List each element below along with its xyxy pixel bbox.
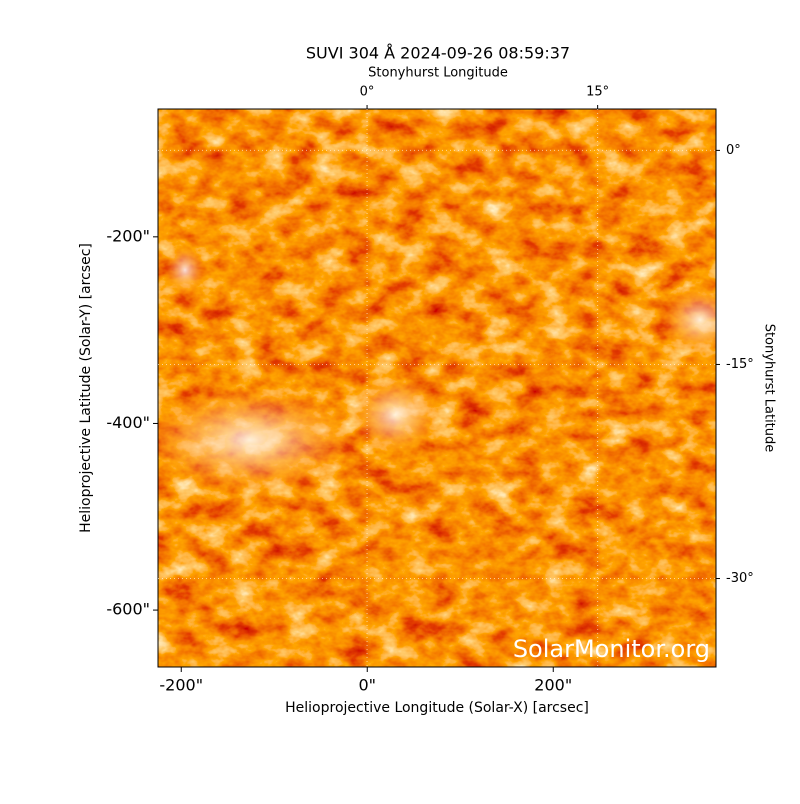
y-tick-label: -400" xyxy=(106,413,150,432)
x2-tick-label: 0° xyxy=(360,85,375,100)
x2-tick-label: 15° xyxy=(586,85,609,100)
y-tick-label: -600" xyxy=(106,600,150,619)
y2-axis-label: Stonyhurst Latitude xyxy=(762,324,777,453)
y2-tick-label: -15° xyxy=(726,357,754,372)
y2-tick-label: -30° xyxy=(726,571,754,586)
y-tick-label: -200" xyxy=(106,226,150,245)
plot-frame xyxy=(157,108,717,668)
x-tick-label: -200" xyxy=(159,676,203,695)
y2-tick-label: 0° xyxy=(726,143,741,158)
chart-title: SUVI 304 Å 2024-09-26 08:59:37 xyxy=(306,44,570,63)
solar-image xyxy=(158,109,716,667)
x2-axis-label: Stonyhurst Longitude xyxy=(368,66,508,81)
x-tick-label: 0" xyxy=(358,676,376,695)
x-tick-label: 200" xyxy=(534,676,572,695)
y-axis-label: Helioprojective Latitude (Solar-Y) [arcs… xyxy=(78,243,94,533)
x-axis-label: Helioprojective Longitude (Solar-X) [arc… xyxy=(285,700,589,716)
watermark: SolarMonitor.org xyxy=(513,635,710,663)
